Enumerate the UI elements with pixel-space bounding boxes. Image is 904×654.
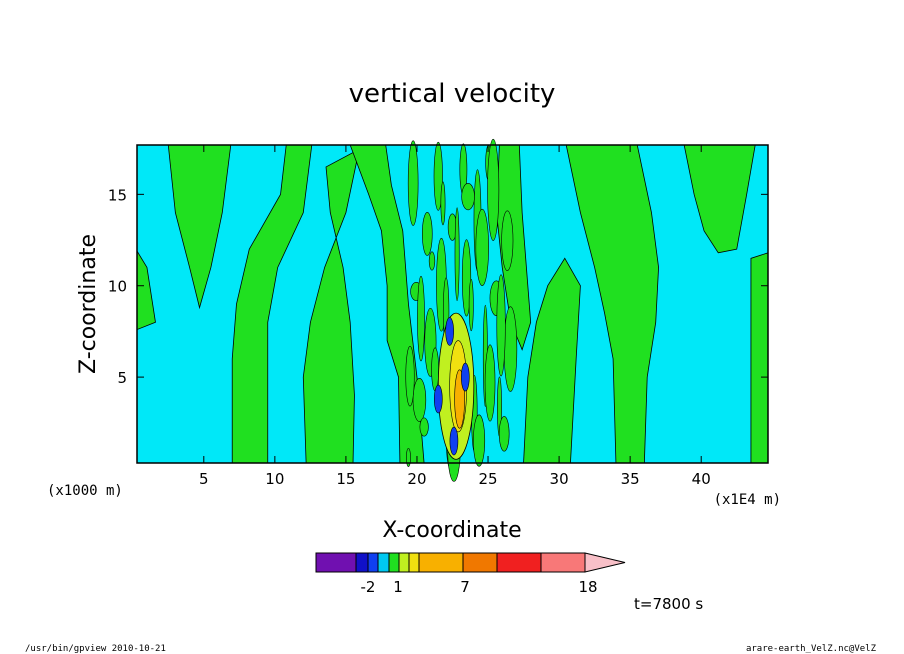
colorbar-segment: [540, 552, 586, 573]
contour-streak: [412, 378, 427, 422]
contour-streak: [428, 251, 436, 271]
x-unit-left: (x1000 m): [47, 483, 123, 499]
chart-title: vertical velocity: [349, 79, 556, 109]
colorbar-segment: [388, 552, 400, 573]
colorbar-label: 7: [460, 578, 470, 596]
x-tick-label: 15: [336, 470, 355, 488]
contour-streak: [503, 306, 518, 392]
colorbar-segment: [408, 552, 420, 573]
x-tick-label: 40: [692, 470, 711, 488]
colorbar-segment: [462, 552, 498, 573]
time-label: t=7800 s: [634, 595, 703, 613]
contour-streak: [433, 141, 443, 211]
footer-right: arare-earth_VelZ.nc@VelZ: [746, 644, 877, 654]
contour-streak: [496, 274, 506, 377]
downdraft-patch: [449, 426, 459, 456]
contour-streak: [406, 448, 411, 467]
colorbar-label: 18: [578, 578, 597, 596]
contour-streak: [422, 211, 433, 256]
colorbar-segment: [377, 552, 390, 573]
contour-streak: [431, 347, 439, 392]
colorbar-label: -2: [361, 578, 376, 596]
colorbar-segment: [367, 552, 379, 573]
y-axis-ticks: 5 10 15: [108, 186, 768, 387]
contour-streak: [405, 345, 415, 407]
x-tick-label: 20: [407, 470, 426, 488]
y-axis-label: Z-coordinate: [76, 234, 101, 374]
contour-band: [496, 144, 532, 351]
x-tick-label: 10: [265, 470, 284, 488]
x-axis-ticks: 5 10 15 20 25 30 35 40: [199, 145, 711, 488]
contour-streak: [498, 416, 510, 452]
downdraft-patch: [445, 317, 454, 346]
contour-streak: [484, 344, 496, 422]
colorbar: [315, 552, 626, 573]
y-tick-label: 15: [108, 186, 127, 204]
contour-streak: [440, 181, 446, 226]
x-tick-label: 35: [621, 470, 640, 488]
colorbar-label: 1: [393, 578, 403, 596]
colorbar-segment: [355, 552, 369, 573]
contour-streak: [501, 210, 514, 271]
contour-streak: [417, 275, 425, 362]
footer-left: /usr/bin/gpview 2010-10-21: [25, 644, 166, 654]
plot-area: 5 10 15 20 25 30 35 40 5 10 15: [108, 138, 769, 488]
x-tick-label: 30: [550, 470, 569, 488]
x-axis-label: X-coordinate: [382, 518, 521, 543]
updraft-core: [433, 312, 475, 460]
contour-streak: [487, 138, 500, 241]
contour-bands: [136, 138, 769, 482]
colorbar-arrow: [584, 552, 626, 573]
contour-streak: [454, 207, 460, 302]
colorbar-segment: [496, 552, 542, 573]
contour-streak: [461, 239, 472, 317]
plot-frame: [136, 144, 769, 464]
contour-streak: [468, 278, 474, 332]
contour-streak: [473, 414, 486, 467]
contour-band: [523, 257, 581, 464]
downdraft-patch: [460, 362, 470, 392]
x-tick-label: 25: [478, 470, 497, 488]
x-tick-label: 5: [199, 470, 209, 488]
colorbar-segment: [315, 552, 357, 573]
contour-band: [683, 144, 756, 254]
contour-streak: [475, 208, 489, 286]
x-unit-right: (x1E4 m): [714, 492, 781, 508]
colorbar-segment: [398, 552, 410, 573]
y-tick-label: 5: [117, 369, 127, 387]
contour-band: [750, 252, 769, 464]
colorbar-segment: [418, 552, 464, 573]
y-tick-label: 10: [108, 278, 127, 296]
colorbar-labels: -2 1 7 18: [361, 578, 598, 596]
contour-streak: [407, 140, 419, 226]
downdraft-patch: [433, 384, 443, 414]
contour-streak: [461, 183, 475, 211]
contour-streak: [419, 417, 429, 437]
